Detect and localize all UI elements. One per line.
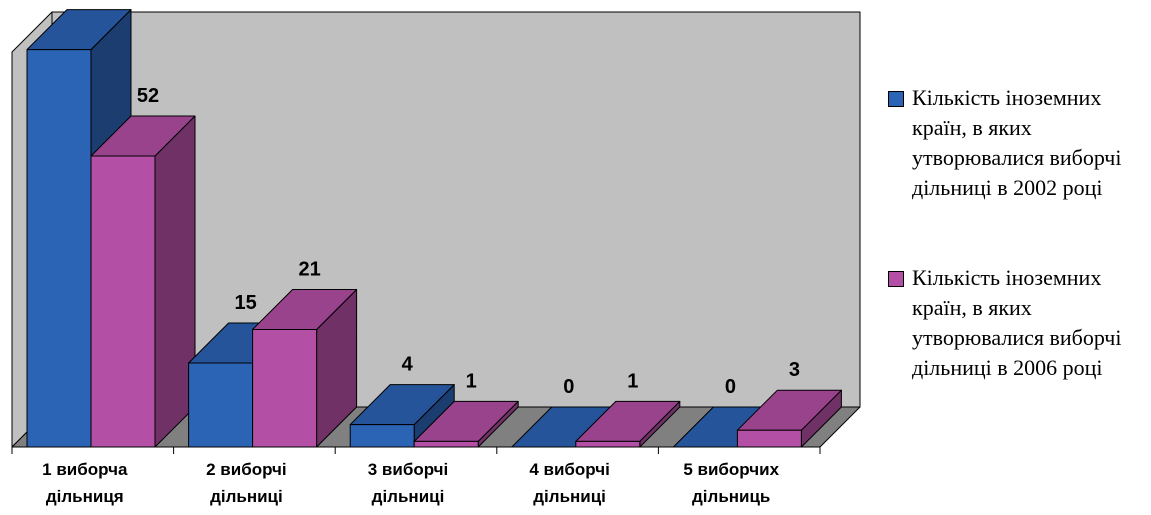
bar-chart: 71 52 15 21 4 1 0 1 0 3 1 виборча дільниця 2 виборч… bbox=[11, 0, 861, 506]
data-label: 21 bbox=[298, 259, 320, 281]
data-label: 3 bbox=[789, 359, 800, 381]
bar-front-face bbox=[349, 424, 415, 448]
legend-item-series-2: Кількість іноземних країн, в яких утворю… bbox=[888, 263, 1148, 383]
bar-2-4 bbox=[575, 400, 681, 448]
data-label: 1 bbox=[466, 370, 477, 392]
category-label: 4 виборчі bbox=[529, 460, 610, 479]
category-label: дільниць bbox=[692, 487, 770, 506]
data-label: 52 bbox=[137, 85, 159, 107]
category-label: дільниці bbox=[533, 487, 606, 506]
category-label: дільниця bbox=[46, 487, 124, 506]
data-label: 4 bbox=[402, 354, 414, 376]
category-label: 5 виборчих bbox=[683, 460, 779, 479]
chart-category-axis: 1 виборча дільниця 2 виборчі дільниці 3 вибо… bbox=[11, 446, 821, 506]
data-label: 0 bbox=[725, 376, 736, 398]
legend-swatch-series-1 bbox=[888, 91, 904, 107]
category-label: 3 виборчі bbox=[368, 460, 449, 479]
chart-data-labels: 71 52 15 21 4 1 0 1 0 3 bbox=[73, 0, 800, 398]
chart-bars bbox=[26, 9, 842, 448]
category-label: дільниці bbox=[210, 487, 283, 506]
bar-front-face bbox=[90, 155, 156, 448]
bar-front-face bbox=[188, 362, 254, 448]
bar-2-5 bbox=[736, 389, 842, 448]
legend-swatch-series-2 bbox=[888, 271, 904, 287]
bar-front-face bbox=[26, 49, 92, 448]
bar-front-face bbox=[252, 329, 318, 448]
legend-label-series-1: Кількість іноземних країн, в яких утворю… bbox=[912, 85, 1122, 200]
category-label: 2 виборчі bbox=[206, 460, 287, 479]
bar-front-face bbox=[413, 440, 479, 448]
legend-item-series-1: Кількість іноземних країн, в яких утворю… bbox=[888, 83, 1148, 203]
bar-front-face bbox=[575, 440, 641, 448]
bar-front-face bbox=[736, 429, 802, 448]
category-label: 1 виборча bbox=[42, 460, 128, 479]
data-label: 1 bbox=[627, 370, 638, 392]
bar-2-3 bbox=[413, 400, 519, 448]
legend-label-series-2: Кількість іноземних країн, в яких утворю… bbox=[912, 265, 1122, 380]
category-label: дільниці bbox=[372, 487, 445, 506]
data-label: 71 bbox=[73, 0, 95, 1]
bar-2-2 bbox=[252, 289, 358, 448]
bar-2-1 bbox=[90, 115, 196, 448]
data-label: 15 bbox=[234, 292, 256, 314]
data-label: 0 bbox=[563, 376, 574, 398]
chart-legend: Кількість іноземних країн, в яких утворю… bbox=[888, 83, 1148, 383]
